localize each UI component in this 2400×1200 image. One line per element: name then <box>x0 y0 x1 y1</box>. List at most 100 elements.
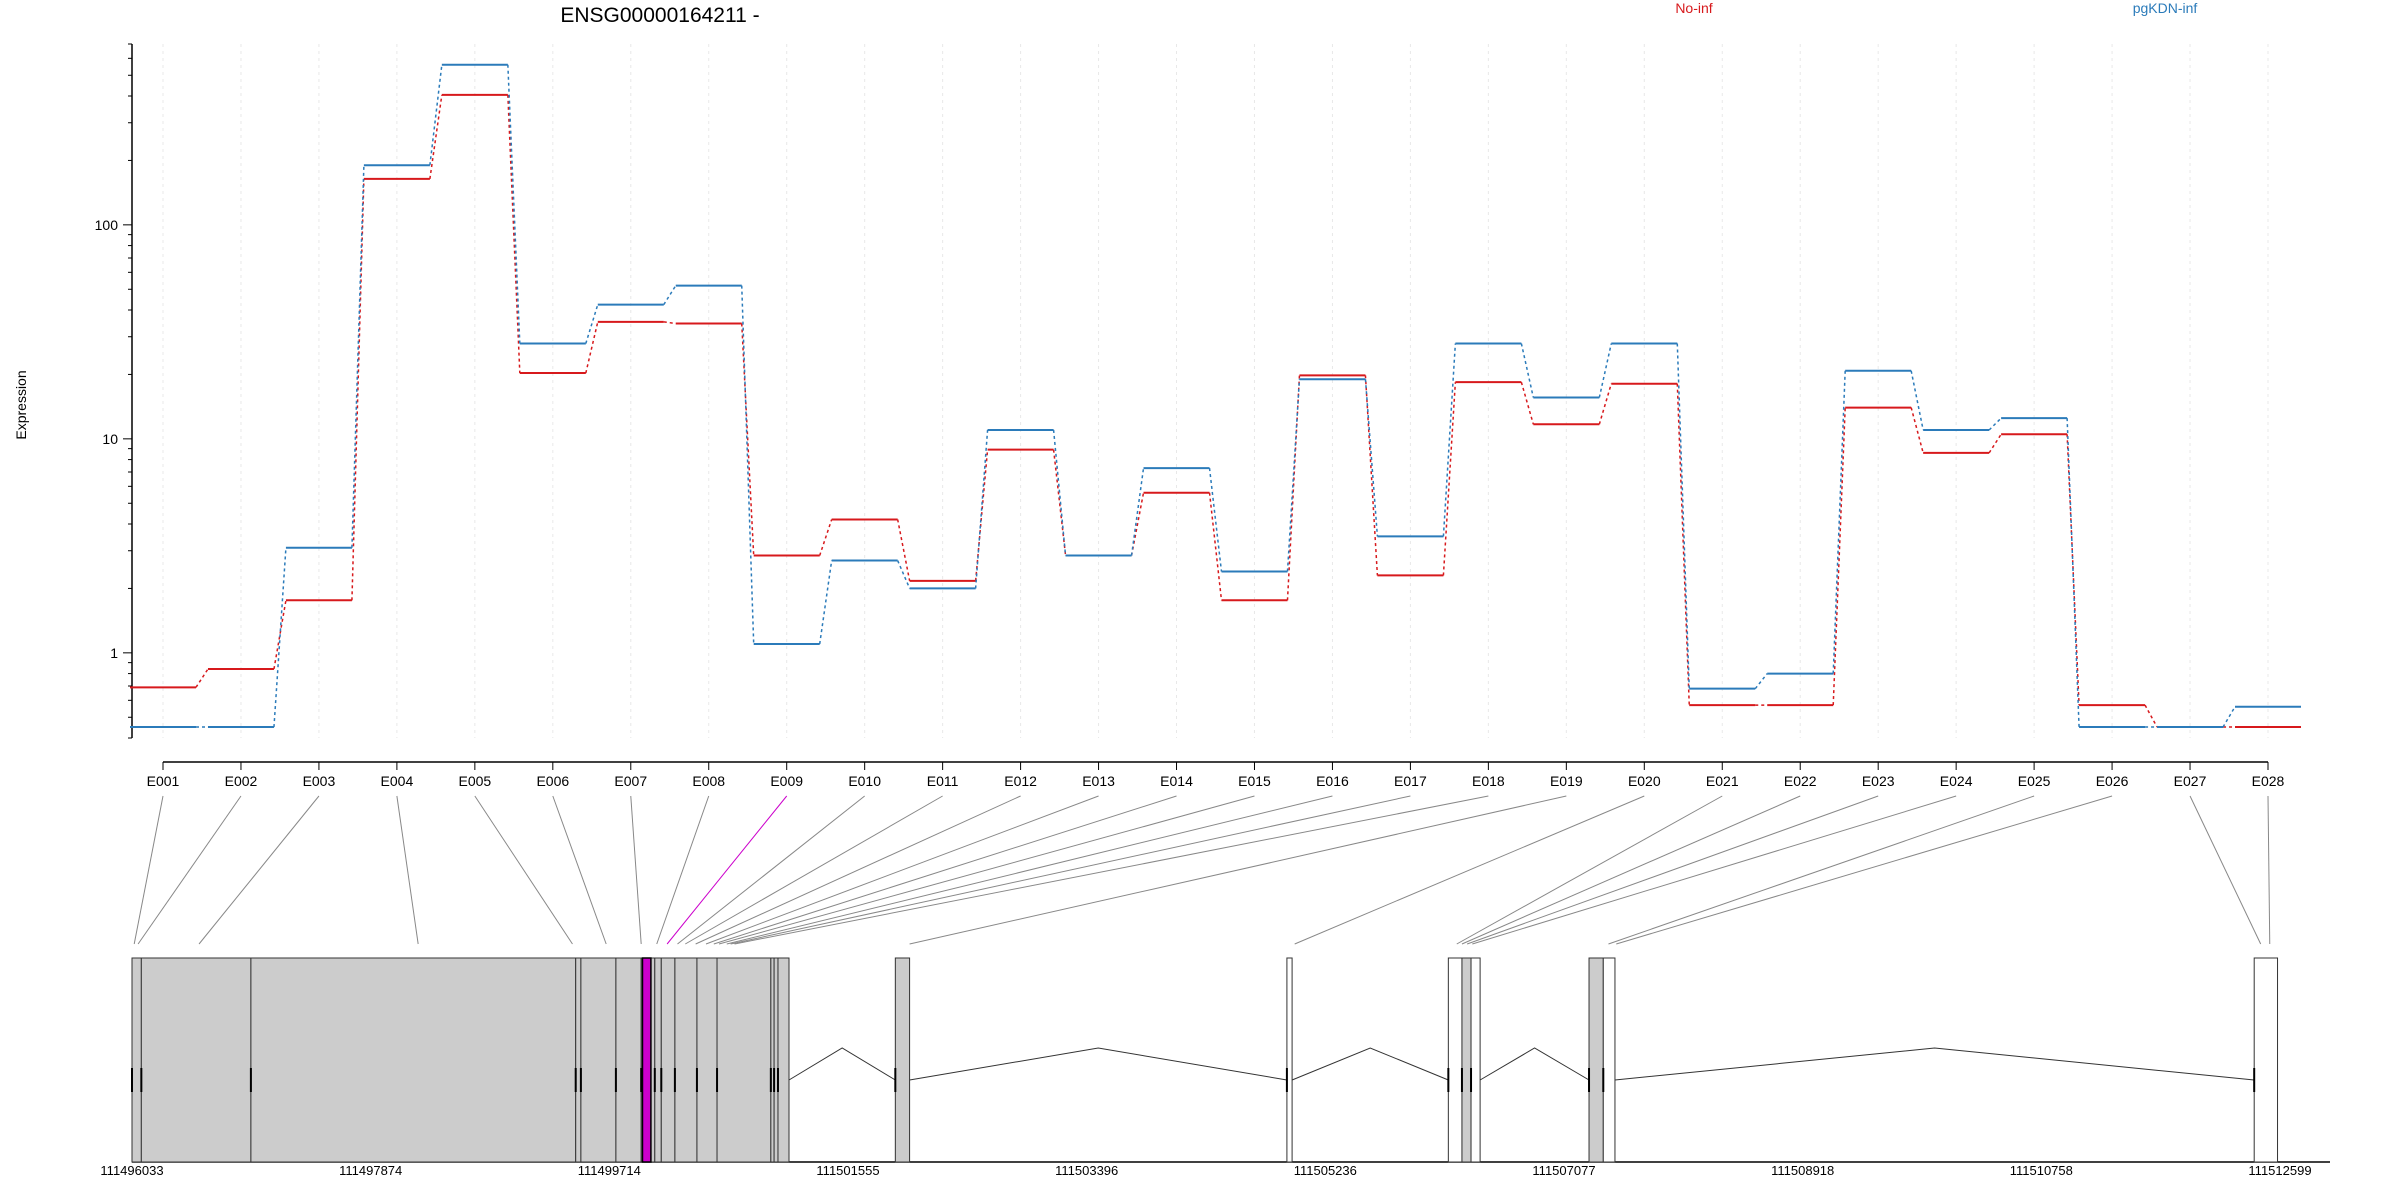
exon-connector <box>713 795 1177 945</box>
exon-box <box>1447 957 1463 1163</box>
x-tick-label: E007 <box>614 773 647 789</box>
x-tick-label: E012 <box>1004 773 1037 789</box>
series-connector <box>1754 673 1768 690</box>
series-connector <box>663 285 677 305</box>
y-tick-label: 1 <box>110 645 118 661</box>
genomic-tick-label: 111499714 <box>578 1163 641 1178</box>
exon-connector <box>2267 795 2271 945</box>
x-tick-label: E028 <box>2252 773 2285 789</box>
legend-pgkdn-inf: pgKDN-inf <box>2133 0 2198 16</box>
x-tick-label: E008 <box>692 773 725 789</box>
exon-box <box>140 957 252 1163</box>
exon-connector <box>726 795 1333 945</box>
exon-connector <box>734 795 1489 945</box>
series-connector <box>974 429 989 589</box>
exon-connector <box>2189 795 2262 945</box>
series-connector <box>2144 704 2158 728</box>
exon-connector <box>1294 795 1645 945</box>
series-connector <box>351 165 365 548</box>
exon-connector <box>474 795 573 945</box>
x-axis: E001 E002 E003 E004 E005 E006 E007 E008 E009 E010… <box>147 761 2285 789</box>
series-connector <box>429 94 443 179</box>
series-connector <box>974 449 989 581</box>
series-connector <box>1130 492 1145 556</box>
exon-connector <box>677 795 865 945</box>
series-connector <box>740 323 755 556</box>
intron <box>788 1047 896 1081</box>
series-connector <box>896 560 911 589</box>
gene-model: 111496033 111497874 111499714 111501555 1115… <box>100 957 2330 1178</box>
highlighted-exon <box>641 957 652 1163</box>
y-tick-label: 10 <box>102 431 118 447</box>
exon-box <box>654 957 662 1163</box>
exon-connector <box>666 795 788 945</box>
genomic-tick-label: 111497874 <box>339 1163 402 1178</box>
x-tick-label: E025 <box>2018 773 2051 789</box>
exon-box <box>1602 957 1616 1163</box>
exon-box <box>674 957 698 1163</box>
series-lines <box>130 63 2301 729</box>
exon-connector <box>1466 795 1879 945</box>
exon-connector <box>718 795 1255 945</box>
x-tick-label: E022 <box>1784 773 1817 789</box>
series-connector <box>1832 370 1846 674</box>
exon-box <box>777 957 790 1163</box>
y-axis: 1 10 100 <box>95 43 133 739</box>
series-connector <box>1910 370 1924 431</box>
series-connector <box>818 560 833 645</box>
series-connector <box>1988 433 2002 454</box>
series-connector <box>585 304 599 344</box>
exon-box <box>894 957 911 1163</box>
y-tick-label: 100 <box>95 217 119 233</box>
exon-box <box>1588 957 1604 1163</box>
grid <box>162 44 2269 738</box>
x-tick-label: E003 <box>303 773 336 789</box>
exon-box <box>660 957 676 1163</box>
series-connector <box>1442 343 1457 537</box>
x-tick-label: E010 <box>848 773 881 789</box>
series-connector <box>1130 467 1145 556</box>
x-tick-label: E027 <box>2174 773 2207 789</box>
y-axis-label: Expression <box>13 370 29 439</box>
x-tick-label: E017 <box>1394 773 1427 789</box>
exon-connector <box>705 795 1099 945</box>
exon-box <box>615 957 642 1163</box>
series-connector <box>740 285 755 645</box>
exon-connector <box>198 795 320 945</box>
series-connector <box>818 519 833 556</box>
exon-box <box>1286 957 1293 1163</box>
x-tick-label: E011 <box>927 773 959 789</box>
x-tick-label: E019 <box>1550 773 1583 789</box>
genomic-tick-label: 111507077 <box>1532 1163 1595 1178</box>
series-connector <box>2222 706 2236 728</box>
exon-box <box>131 957 142 1163</box>
x-tick-label: E005 <box>459 773 492 789</box>
genomic-tick-label: 111510758 <box>2010 1163 2073 1178</box>
series-pgkdn-inf <box>130 63 2301 729</box>
exon-box <box>1461 957 1472 1163</box>
genomic-tick-label: 111508918 <box>1771 1163 1834 1178</box>
intron <box>1291 1047 1449 1081</box>
legend-no-inf: No-inf <box>1675 0 1712 16</box>
exon-connector <box>133 795 164 945</box>
exon-connectors <box>133 795 2271 945</box>
exon-connector <box>730 795 1411 945</box>
x-tick-label: E018 <box>1472 773 1505 789</box>
x-tick-label: E020 <box>1628 773 1661 789</box>
x-tick-label: E002 <box>225 773 258 789</box>
series-connector <box>351 178 365 601</box>
x-tick-label: E001 <box>147 773 180 789</box>
series-connector <box>1520 381 1535 425</box>
series-connector <box>585 321 599 374</box>
exon-box <box>696 957 718 1163</box>
series-connector <box>195 668 209 688</box>
series-connector <box>1988 417 2002 431</box>
exon-connector <box>1456 795 1723 945</box>
x-tick-label: E013 <box>1082 773 1115 789</box>
x-tick-label: E016 <box>1316 773 1349 789</box>
exon-connector <box>630 795 642 945</box>
exon-box <box>575 957 582 1163</box>
x-tick-label: E023 <box>1862 773 1895 789</box>
